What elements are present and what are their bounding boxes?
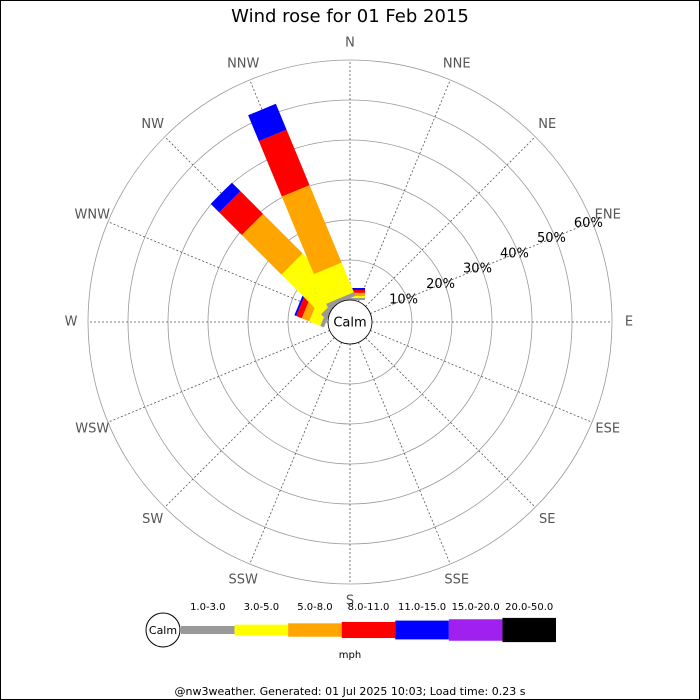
- bar-segment: [326, 292, 356, 308]
- r-tick-label: 20%: [426, 277, 455, 292]
- spoke: [107, 221, 330, 314]
- chart-title: Wind rose for 01 Feb 2015: [231, 6, 469, 27]
- legend-swatch: [341, 621, 396, 639]
- legend-unit: mph: [339, 650, 361, 661]
- direction-label: WNW: [75, 208, 111, 223]
- direction-label: SE: [539, 512, 555, 527]
- footer: @nw3weather. Generated: 01 Jul 2025 10:0…: [175, 685, 526, 698]
- spoke: [164, 337, 335, 508]
- legend-label: 11.0-15.0: [398, 602, 446, 613]
- calm-circle: [327, 299, 373, 345]
- legend-swatch: [234, 624, 289, 636]
- legend-label: 8.0-11.0: [348, 602, 390, 613]
- direction-label: ESE: [595, 421, 620, 436]
- r-tick-label: 30%: [463, 262, 492, 277]
- legend-swatch: [395, 620, 449, 640]
- direction-label: ENE: [595, 208, 621, 223]
- spoke: [358, 79, 451, 302]
- grid-ring: [87, 59, 613, 585]
- bar-segment: [210, 182, 241, 213]
- legend-label: 15.0-20.0: [452, 602, 500, 613]
- bar-segment: [219, 191, 264, 236]
- r-tick-label: 10%: [389, 292, 418, 307]
- bar-segment: [241, 213, 303, 275]
- direction-label: SW: [142, 512, 163, 527]
- calm-label: Calm: [333, 316, 366, 331]
- direction-label: WSW: [75, 421, 109, 436]
- bar-segment: [313, 262, 354, 304]
- legend-calm-label: Calm: [149, 624, 177, 637]
- spoke: [249, 342, 342, 565]
- legend-swatch: [502, 617, 556, 643]
- direction-label: NE: [538, 117, 556, 132]
- spoke: [370, 330, 593, 423]
- direction-label: NW: [141, 117, 164, 132]
- legend-calm: [145, 612, 181, 648]
- legend: Calm 1.0-3.0 3.0-5.0 5.0-8.0 8.0-11.0 11.0-15…: [145, 602, 556, 661]
- bar-segment: [258, 129, 310, 197]
- legend-label: 5.0-8.0: [297, 602, 332, 613]
- spoke: [107, 330, 330, 423]
- bar-segment: [281, 185, 342, 275]
- spoke: [358, 342, 451, 565]
- r-tick-label: 40%: [500, 246, 529, 261]
- bar-segment: [248, 103, 287, 142]
- spoke: [365, 136, 536, 307]
- direction-label: W: [65, 315, 78, 330]
- direction-label: SSE: [444, 572, 469, 587]
- legend-swatch: [288, 623, 342, 637]
- direction-label: NNE: [443, 57, 471, 72]
- direction-label: N: [345, 36, 355, 51]
- legend-swatch: [181, 626, 235, 634]
- r-tick-label: 50%: [537, 231, 566, 246]
- spoke: [370, 221, 593, 314]
- legend-label: 20.0-50.0: [505, 602, 553, 613]
- direction-label: NNW: [227, 57, 259, 72]
- direction-label: S: [346, 594, 354, 609]
- legend-label: 1.0-3.0: [190, 602, 225, 613]
- legend-swatch: [448, 619, 503, 641]
- direction-label: SSW: [229, 572, 259, 587]
- legend-label: 3.0-5.0: [244, 602, 279, 613]
- bar-segment: [335, 298, 365, 300]
- r-tick-label: 60%: [574, 216, 603, 231]
- spoke: [365, 337, 536, 508]
- direction-label: E: [625, 315, 633, 330]
- polar-area: N NNE NE ENE E ESE SE SSE S SSW SW WSW W WNW NW NNW 10% 2…: [65, 36, 634, 609]
